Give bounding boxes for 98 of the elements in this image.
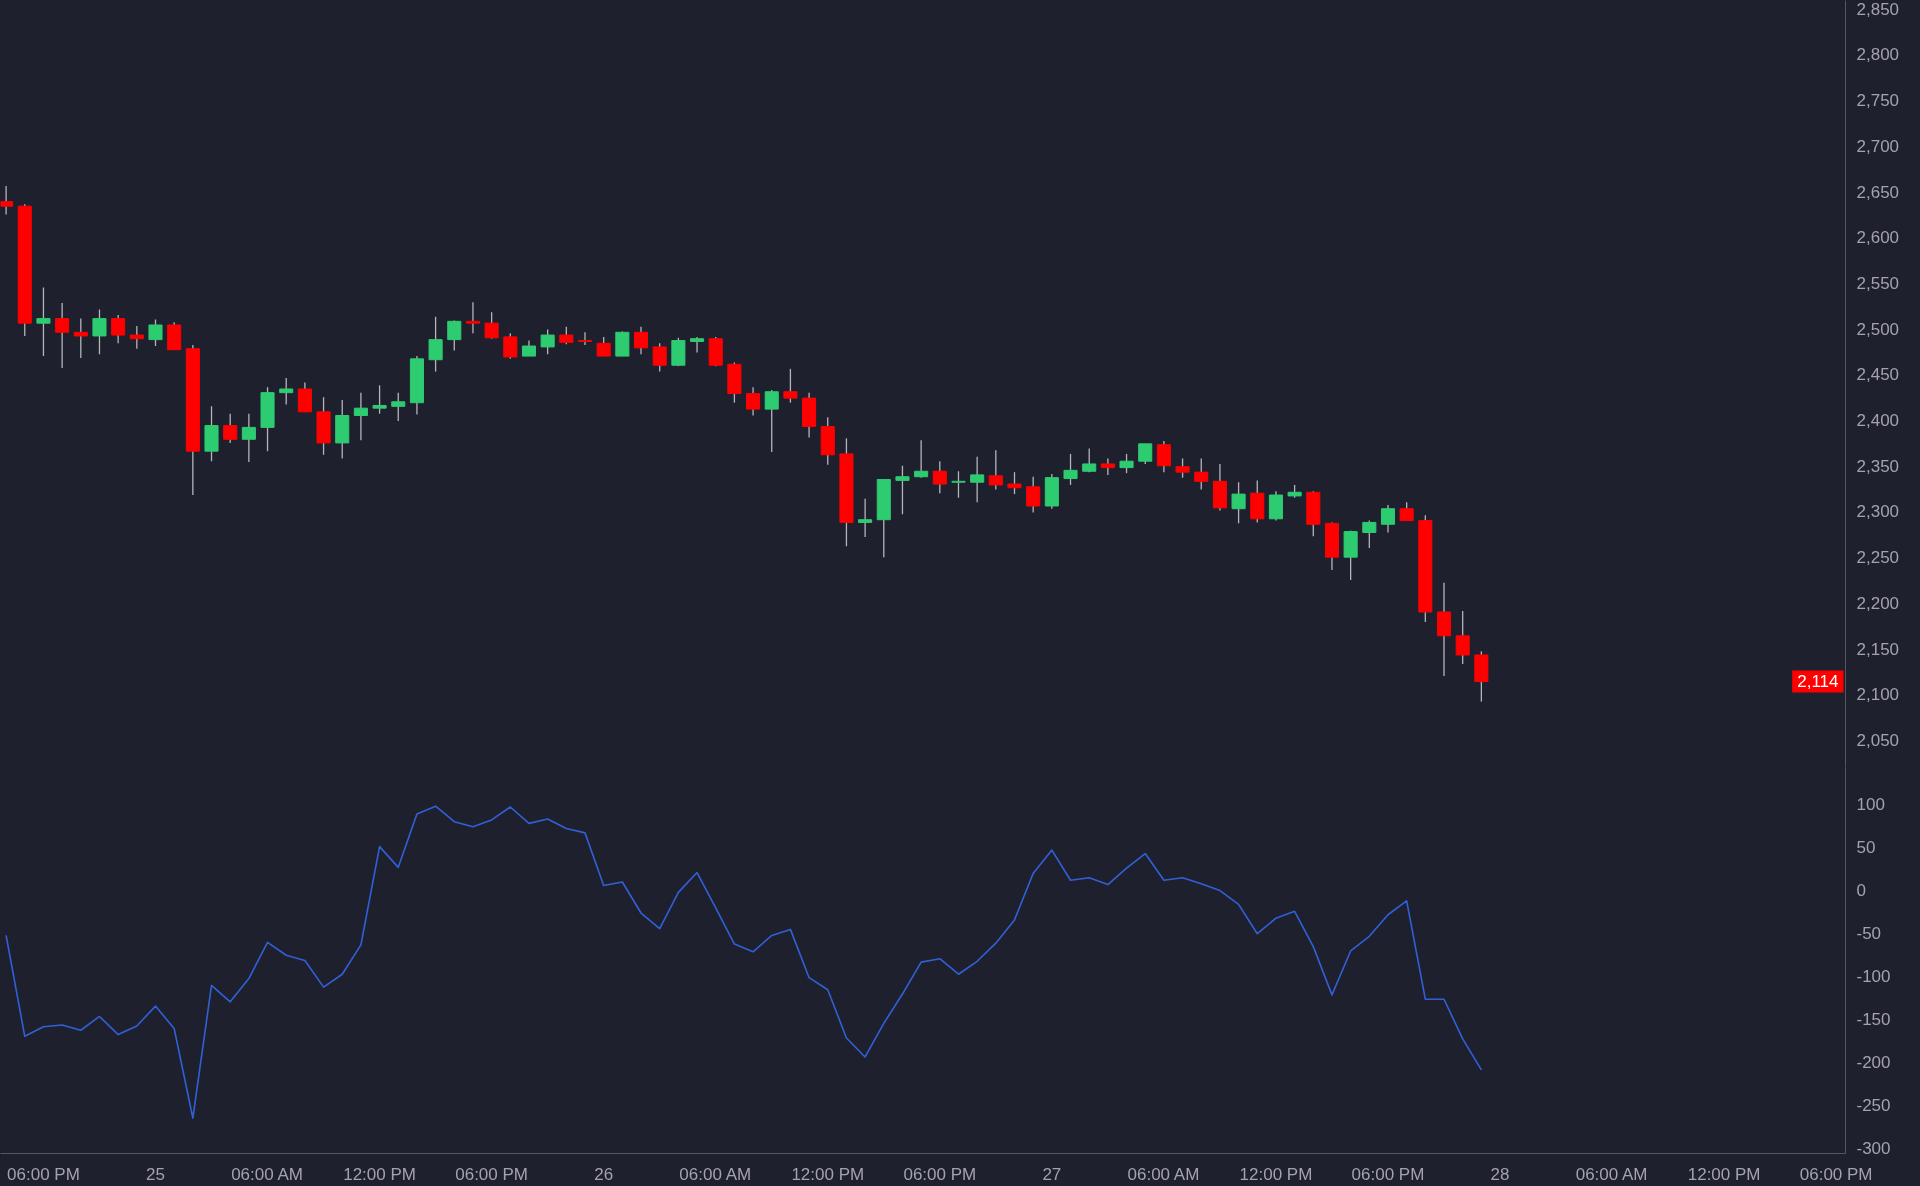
- y-tick-label: 2,750: [1856, 91, 1900, 111]
- candlestick: [73, 317, 88, 359]
- candlestick: [633, 326, 649, 355]
- x-tick-label: 25: [146, 1164, 165, 1184]
- x-tick-label: 06:00 AM: [1127, 1164, 1200, 1184]
- x-tick-label: 06:00 PM: [1799, 1164, 1873, 1184]
- x-tick-label: 06:00 PM: [7, 1164, 80, 1184]
- y-tick-label: -250: [1856, 1096, 1891, 1116]
- x-tick-label: 06:00 AM: [679, 1164, 752, 1184]
- candlestick: [1436, 582, 1452, 677]
- y-tick-label: 2,250: [1856, 548, 1900, 568]
- candlestick: [1063, 453, 1078, 486]
- candlestick: [148, 318, 163, 347]
- candlestick: [1007, 471, 1022, 495]
- candlestick: [783, 368, 798, 404]
- y-tick-label: 2,400: [1856, 411, 1900, 431]
- y-tick-label: 0: [1856, 880, 1866, 900]
- candlestick: [111, 314, 126, 344]
- candlestick: [428, 316, 443, 373]
- candlestick: [297, 381, 312, 413]
- candlestick: [577, 331, 593, 346]
- candlestick: [92, 308, 107, 355]
- y-tick-label: -300: [1856, 1139, 1891, 1159]
- candlestick: [1026, 476, 1041, 514]
- x-tick-label: 06:00 AM: [1575, 1164, 1648, 1184]
- candlestick: [447, 319, 462, 352]
- candlestick: [1138, 443, 1153, 465]
- candlestick: [1231, 481, 1246, 524]
- candlestick: [484, 311, 499, 340]
- y-tick-label: 100: [1856, 794, 1885, 814]
- candlestick: [503, 332, 518, 360]
- x-tick-label: 12:00 PM: [1239, 1164, 1313, 1184]
- candlestick: [279, 377, 294, 406]
- candlestick: [914, 439, 929, 479]
- candlestick: [615, 330, 630, 357]
- candlestick: [223, 413, 238, 444]
- candlestick: [1175, 457, 1190, 479]
- y-tick-label: 2,700: [1856, 136, 1900, 156]
- y-tick-label: 2,500: [1856, 319, 1900, 339]
- x-tick-label: 06:00 PM: [455, 1164, 529, 1184]
- y-tick-label: -150: [1856, 1010, 1891, 1030]
- candlestick: [1194, 457, 1209, 491]
- candlestick: [1156, 440, 1171, 473]
- candlestick: [372, 384, 387, 415]
- y-tick-label: 2,600: [1856, 228, 1900, 248]
- x-tick-label: 26: [594, 1164, 614, 1184]
- annotation: 2,114: [1797, 672, 1839, 692]
- candlestick: [746, 386, 761, 417]
- candlestick: [764, 389, 779, 453]
- x-tick-label: 27: [1042, 1164, 1062, 1184]
- candlestick: [1362, 519, 1377, 549]
- y-tick-label: 2,850: [1856, 0, 1900, 19]
- candlestick: [1268, 490, 1283, 522]
- candlestick: [241, 413, 256, 463]
- candlestick: [55, 302, 70, 369]
- x-tick-label: 06:00 AM: [231, 1164, 303, 1184]
- y-tick-label: -50: [1856, 923, 1882, 943]
- candlestick: [858, 498, 873, 538]
- candlestick: [690, 336, 705, 354]
- candlestick: [970, 455, 985, 503]
- candlestick: [1399, 501, 1414, 522]
- candlestick: [652, 342, 667, 373]
- candlestick: [0, 185, 14, 216]
- x-tick-label: 12:00 PM: [791, 1164, 865, 1184]
- y-tick-label: 50: [1856, 837, 1876, 857]
- y-tick-label: -100: [1856, 966, 1891, 986]
- y-tick-label: 2,650: [1856, 182, 1900, 202]
- candlestick: [540, 328, 555, 355]
- candlestick: [1119, 453, 1134, 474]
- y-tick-label: 2,350: [1856, 456, 1900, 476]
- y-tick-label: 2,050: [1856, 730, 1900, 750]
- y-tick-label: 2,450: [1856, 365, 1900, 385]
- candlestick: [895, 465, 910, 515]
- y-tick-label: 2,300: [1856, 502, 1900, 522]
- y-tick-label: 2,800: [1856, 45, 1900, 65]
- y-tick-label: -200: [1856, 1053, 1891, 1073]
- candlestick: [353, 391, 368, 441]
- x-tick-label: 06:00 PM: [1351, 1164, 1425, 1184]
- candlestick: [391, 391, 406, 422]
- candlestick: [1455, 610, 1470, 665]
- candlestick: [36, 286, 51, 357]
- y-tick-label: 2,550: [1856, 273, 1900, 293]
- x-tick-label: 06:00 PM: [903, 1164, 977, 1184]
- y-tick-label: 2,100: [1856, 685, 1900, 705]
- y-tick-label: 2,150: [1856, 639, 1900, 659]
- candlestick: [596, 336, 611, 357]
- candlestick: [951, 470, 966, 499]
- candlestick: [988, 449, 1003, 491]
- candlestick: [932, 460, 947, 494]
- candlestick: [465, 301, 480, 334]
- line-series: [5, 805, 1483, 1119]
- candlestick: [129, 325, 144, 350]
- x-tick-label: 28: [1490, 1164, 1510, 1184]
- candlestick: [1100, 457, 1115, 476]
- y-tick-label: 2,200: [1856, 593, 1900, 613]
- x-tick-label: 12:00 PM: [343, 1164, 416, 1184]
- candlestick: [1380, 504, 1396, 534]
- x-tick-label: 12:00 PM: [1687, 1164, 1761, 1184]
